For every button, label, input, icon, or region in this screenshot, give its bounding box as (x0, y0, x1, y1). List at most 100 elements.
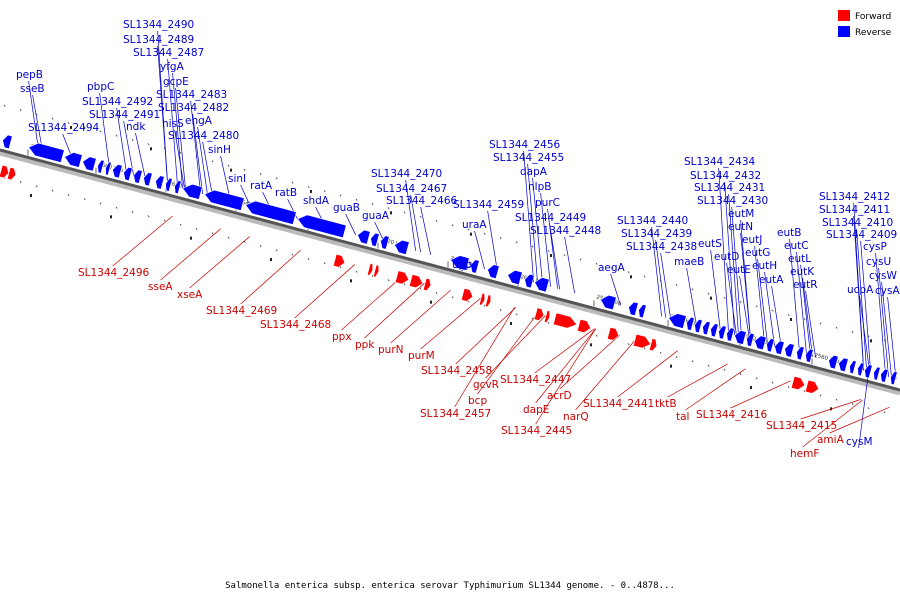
forward-gene-arrow[interactable] (422, 277, 432, 292)
gene-label-ssea[interactable]: sseA (148, 281, 173, 293)
forward-gene-arrow[interactable] (533, 307, 545, 321)
gene-label-sl1344-2496[interactable]: SL1344_2496 (78, 267, 150, 279)
reverse-gene-arrow[interactable] (734, 330, 747, 345)
forward-gene-arrow[interactable] (606, 326, 620, 341)
reverse-gene-arrow[interactable] (64, 152, 83, 168)
gene-label-sl1344-2459[interactable]: SL1344_2459 (453, 199, 524, 211)
gene-label-cysp[interactable]: cysP (863, 241, 887, 253)
reverse-gene-arrow[interactable] (880, 368, 889, 383)
gene-label-sl1344-2466[interactable]: SL1344_2466 (386, 195, 458, 207)
reverse-gene-arrow[interactable] (112, 164, 123, 179)
reverse-gene-arrow[interactable] (774, 340, 785, 355)
gene-label-ndk[interactable]: ndk (126, 121, 146, 133)
gene-label-eutn[interactable]: eutN (728, 221, 753, 233)
gene-label-dapa[interactable]: dapA (520, 166, 548, 178)
gene-label-sl1344-2489[interactable]: SL1344_2489 (123, 34, 194, 46)
gene-label-hiss[interactable]: hisS (162, 118, 184, 130)
gene-label-ppk[interactable]: ppk (355, 339, 375, 351)
forward-gene-arrow[interactable] (332, 253, 346, 268)
gene-label-dape[interactable]: dapE (523, 404, 549, 416)
gene-label-sl1344-2448[interactable]: SL1344_2448 (530, 225, 601, 237)
forward-gene-arrow[interactable] (552, 312, 578, 329)
gene-label-sl1344-2438[interactable]: SL1344_2438 (626, 241, 697, 253)
gene-label-bcp[interactable]: bcp (468, 395, 487, 407)
gene-label-narq[interactable]: narQ (563, 411, 589, 423)
reverse-gene-arrow[interactable] (668, 313, 687, 329)
gene-label-gcvr[interactable]: gcvR (473, 379, 499, 391)
gene-label-uraa[interactable]: uraA (462, 219, 487, 231)
reverse-gene-arrow[interactable] (710, 323, 719, 338)
gene-label-hemf[interactable]: hemF (790, 448, 819, 460)
reverse-gene-arrow[interactable] (2, 134, 13, 150)
gene-label-purc[interactable]: purC (535, 197, 560, 209)
gene-label-sl1344-2468[interactable]: SL1344_2468 (260, 319, 331, 331)
gene-label-sl1344-2480[interactable]: SL1344_2480 (168, 130, 239, 142)
forward-gene-arrow[interactable] (632, 333, 652, 349)
gene-label-sl1344-2432[interactable]: SL1344_2432 (690, 170, 761, 182)
gene-arrows[interactable] (0, 134, 898, 394)
reverse-gene-arrow[interactable] (805, 348, 814, 363)
reverse-gene-arrow[interactable] (686, 316, 695, 331)
reverse-gene-arrow[interactable] (507, 269, 523, 286)
gene-label-pbpc[interactable]: pbpC (87, 81, 114, 93)
gene-label-gcpe[interactable]: gcpE (163, 76, 189, 88)
reverse-gene-arrow[interactable] (123, 166, 133, 182)
reverse-gene-arrow[interactable] (470, 259, 480, 274)
gene-label-sl1344-2470[interactable]: SL1344_2470 (371, 168, 442, 180)
reverse-gene-arrow[interactable] (838, 357, 849, 373)
gene-label-sl1344-2410[interactable]: SL1344_2410 (822, 217, 893, 229)
reverse-gene-arrow[interactable] (766, 338, 775, 353)
reverse-gene-arrow[interactable] (97, 159, 105, 174)
reverse-gene-arrow[interactable] (394, 239, 410, 255)
forward-gene-arrow[interactable] (408, 274, 424, 289)
gene-label-tktb[interactable]: tktB (655, 398, 677, 410)
gene-label-sini[interactable]: sinI (228, 173, 246, 185)
reverse-gene-arrow[interactable] (746, 332, 755, 347)
gene-label-sl1344-2439[interactable]: SL1344_2439 (621, 228, 692, 240)
gene-label-euts[interactable]: eutS (698, 238, 722, 250)
gene-label-eutr[interactable]: eutR (793, 279, 818, 291)
reverse-gene-arrow[interactable] (718, 325, 727, 340)
gene-label-ppx[interactable]: ppx (332, 331, 352, 343)
gene-label-cysm[interactable]: cysM (846, 436, 873, 448)
gene-label-eutg[interactable]: eutG (745, 247, 770, 259)
gene-label-ucpa[interactable]: ucpA (847, 284, 874, 296)
gene-label-xsea[interactable]: xseA (177, 289, 203, 301)
reverse-gene-arrow[interactable] (297, 214, 347, 239)
gene-label-sl1344-2456[interactable]: SL1344_2456 (489, 139, 561, 151)
forward-gene-arrow[interactable] (460, 287, 474, 302)
reverse-gene-arrow[interactable] (487, 264, 500, 279)
gene-label-cysu[interactable]: cysU (866, 256, 891, 268)
reverse-gene-arrow[interactable] (204, 189, 245, 211)
reverse-gene-arrow[interactable] (873, 366, 881, 381)
reverse-gene-arrow[interactable] (534, 277, 550, 293)
gene-label-sl1344-2412[interactable]: SL1344_2412 (819, 191, 890, 203)
forward-gene-arrow[interactable] (0, 164, 10, 179)
reverse-gene-arrow[interactable] (165, 177, 173, 192)
gene-label-guaa[interactable]: guaA (362, 210, 390, 222)
gene-label-eute[interactable]: eutE (727, 264, 751, 276)
gene-label-guab[interactable]: guaB (333, 202, 360, 214)
gene-label-sl1344-2447[interactable]: SL1344_2447 (500, 374, 571, 386)
forward-gene-arrow[interactable] (372, 264, 380, 278)
gene-label-sl1344-2487[interactable]: SL1344_2487 (133, 47, 204, 59)
gene-label-eutc[interactable]: eutC (784, 240, 809, 252)
reverse-gene-arrow[interactable] (628, 301, 639, 317)
forward-gene-arrow[interactable] (543, 310, 551, 323)
reverse-gene-arrow[interactable] (702, 321, 711, 336)
reverse-gene-arrow[interactable] (784, 343, 795, 358)
reverse-gene-arrow[interactable] (754, 335, 767, 351)
gene-label-yfga[interactable]: yfgA (160, 61, 185, 73)
reverse-gene-arrow[interactable] (864, 364, 873, 379)
forward-gene-arrow[interactable] (484, 294, 492, 308)
reverse-gene-arrow[interactable] (357, 229, 371, 245)
gene-label-euta[interactable]: eutA (759, 274, 784, 286)
reverse-gene-arrow[interactable] (155, 175, 165, 190)
forward-gene-arrow[interactable] (366, 262, 374, 276)
reverse-gene-arrow[interactable] (828, 354, 839, 370)
gene-label-shda[interactable]: shdA (303, 195, 330, 207)
gene-label-sl1344-2455[interactable]: SL1344_2455 (493, 152, 564, 164)
reverse-gene-arrow[interactable] (857, 362, 865, 377)
forward-gene-arrow[interactable] (790, 375, 806, 391)
gene-label-sl1344-2430[interactable]: SL1344_2430 (697, 195, 768, 207)
